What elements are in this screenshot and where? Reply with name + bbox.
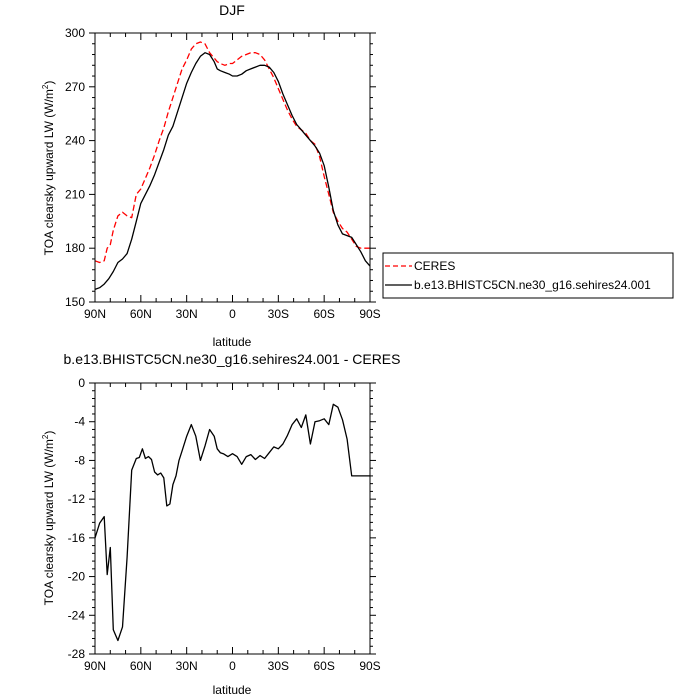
0-x-tick-label: 90N: [84, 307, 106, 321]
0-y-tick-label: 180: [65, 241, 85, 255]
0-y-tick-label: 270: [65, 80, 85, 94]
1-x-tick-label: 90S: [359, 659, 380, 673]
legend-box: [382, 252, 674, 299]
0-y-tick-label: 150: [65, 295, 85, 309]
1-y-tick-label: -8: [74, 453, 85, 467]
top-y-axis-label: TOA clearsky upward LW (W/m2): [41, 81, 56, 256]
top-chart-title: DJF: [219, 2, 245, 18]
1-x-tick-label: 0: [229, 659, 236, 673]
1-x-tick-label: 60N: [130, 659, 152, 673]
0-x-tick-label: 0: [229, 307, 236, 321]
1-y-tick-label: -4: [74, 415, 85, 429]
1-y-tick-label: -16: [68, 531, 86, 545]
0-series-line-1: [94, 52, 371, 291]
panel-bottom: b.e13.BHISTC5CN.ne30_g16.sehires24.001 -…: [41, 351, 400, 697]
1-x-tick-label: 90N: [84, 659, 106, 673]
bottom-x-axis-label: latitude: [213, 683, 252, 697]
1-x-tick-label: 30N: [176, 659, 198, 673]
0-x-tick-label: 30N: [176, 307, 198, 321]
top-plot-frame: [94, 32, 371, 303]
0-series-line-0: [94, 41, 370, 264]
1-y-tick-label: -20: [68, 570, 86, 584]
legend-label-ceres: CERES: [414, 259, 455, 273]
0-x-tick-label: 60S: [313, 307, 334, 321]
1-y-tick-label: -12: [68, 492, 86, 506]
bottom-y-axis-label: TOA clearsky upward LW (W/m2): [41, 431, 56, 606]
bottom-series-group: [94, 403, 370, 642]
top-series-group: [94, 41, 371, 291]
0-y-tick-label: 300: [65, 26, 85, 40]
1-x-tick-label: 60S: [313, 659, 334, 673]
legend-label-model: b.e13.BHISTC5CN.ne30_g16.sehires24.001: [414, 278, 651, 292]
0-x-tick-label: 90S: [359, 307, 380, 321]
1-series-line-0: [94, 403, 370, 642]
bottom-chart-title: b.e13.BHISTC5CN.ne30_g16.sehires24.001 -…: [64, 351, 401, 367]
0-x-tick-label: 60N: [130, 307, 152, 321]
0-y-tick-label: 240: [65, 134, 85, 148]
1-y-tick-label: -28: [68, 647, 86, 661]
0-x-tick-label: 30S: [268, 307, 289, 321]
1-x-tick-label: 30S: [268, 659, 289, 673]
0-y-tick-label: 210: [65, 187, 85, 201]
top-x-axis-label: latitude: [213, 335, 252, 349]
panel-top: DJF 90N 60N 30N 0 30S 60S 90S 150 180 210 240 270 30…: [41, 2, 674, 349]
1-y-tick-label: -24: [68, 608, 86, 622]
1-y-tick-label: 0: [78, 376, 85, 390]
legend: CERES b.e13.BHISTC5CN.ne30_g16.sehires24…: [382, 252, 674, 299]
bottom-ticks-group: 90N 60N 30N 0 30S 60S 90S -28 -24 -20 -16 -12 -8 -4 0: [68, 376, 381, 673]
top-ticks-group: 90N 60N 30N 0 30S 60S 90S 150 180 210 240 270 300: [65, 26, 381, 321]
